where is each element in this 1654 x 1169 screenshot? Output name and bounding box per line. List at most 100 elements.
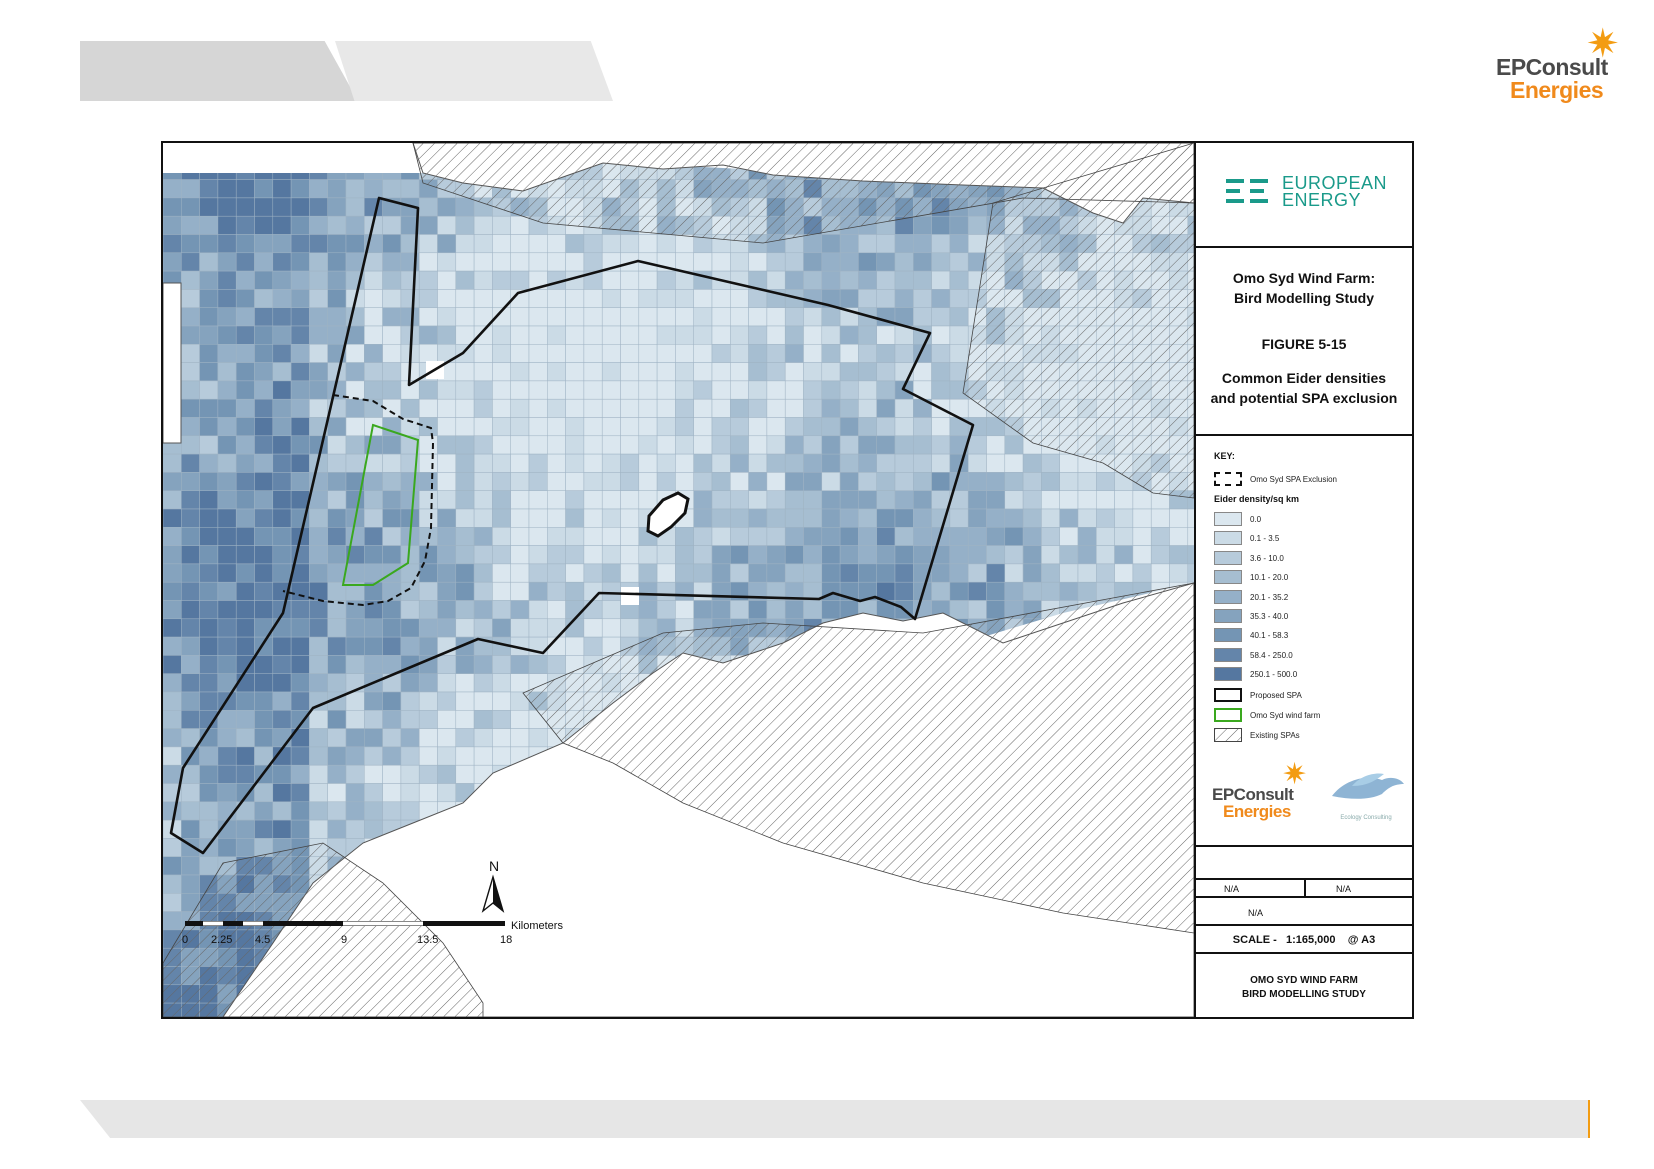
density-cell — [510, 362, 530, 382]
density-cell — [254, 655, 274, 674]
sun-star-icon: ✷ — [1282, 758, 1308, 791]
density-cell — [528, 508, 548, 528]
density-cell — [1096, 490, 1115, 510]
density-cell — [345, 234, 365, 254]
density-cell — [364, 508, 383, 528]
density-cell — [693, 380, 713, 400]
density-cell — [254, 398, 274, 418]
density-cell — [382, 764, 402, 784]
density-cell — [547, 362, 566, 382]
density-cell — [894, 581, 914, 601]
density-cell — [656, 289, 676, 308]
density-cell — [858, 270, 877, 290]
density-cell — [364, 325, 383, 345]
density-cell — [327, 801, 347, 821]
density-cell — [163, 252, 182, 272]
density-cell — [675, 289, 694, 308]
density-cell — [181, 344, 200, 363]
density-cell — [199, 563, 219, 583]
density-cell — [711, 527, 731, 546]
density-cell — [181, 472, 200, 491]
density-cell — [327, 508, 347, 528]
density-cell — [290, 362, 310, 382]
density-cell — [711, 307, 731, 327]
legend-panel: EUROPEAN ENERGY Omo Syd Wind Farm: Bird … — [1196, 143, 1412, 1017]
density-cell — [528, 234, 548, 254]
density-cell — [217, 783, 237, 803]
ee-text: EUROPEAN ENERGY — [1282, 174, 1387, 210]
density-cell — [583, 289, 603, 308]
info-row-1: N/A N/A — [1196, 880, 1412, 898]
density-cell — [510, 545, 530, 565]
density-cell — [199, 636, 219, 656]
density-cell — [163, 728, 182, 748]
density-cell — [400, 398, 420, 418]
density-cell — [711, 380, 731, 400]
density-cell — [748, 417, 768, 437]
density-cell — [327, 161, 347, 180]
density-cell — [327, 545, 347, 565]
density-cell — [364, 563, 383, 583]
density-cell — [565, 398, 585, 418]
density-cell — [949, 270, 969, 290]
density-cell — [400, 490, 420, 510]
density-cell — [620, 618, 640, 638]
scale-tick-5: 18 — [500, 934, 512, 946]
density-cell — [675, 563, 694, 583]
density-cell — [345, 527, 365, 546]
density-cell — [382, 783, 402, 803]
density-cell — [803, 435, 823, 455]
density-cell — [803, 270, 823, 290]
density-cell — [217, 655, 237, 674]
density-cell — [418, 252, 438, 272]
density-cell — [455, 307, 475, 327]
density-cell — [730, 417, 749, 437]
density-cell — [473, 508, 493, 528]
density-cell — [345, 636, 365, 656]
density-cell — [254, 600, 274, 620]
density-cell — [949, 289, 969, 308]
density-cell — [858, 289, 877, 308]
density-cell — [437, 417, 457, 437]
density-cell — [364, 636, 383, 656]
ee-line2: ENERGY — [1282, 190, 1362, 210]
density-cell — [272, 252, 292, 272]
density-cell — [418, 600, 438, 620]
density-cell — [235, 490, 255, 510]
density-cell — [1022, 527, 1042, 546]
density-cell — [839, 527, 859, 546]
density-cell — [986, 472, 1006, 491]
density-cell — [565, 453, 585, 473]
density-cell — [583, 325, 603, 345]
density-cell — [163, 764, 182, 784]
density-cell — [656, 325, 676, 345]
project-title: Omo Syd Wind Farm: Bird Modelling Study — [1196, 268, 1412, 308]
density-cell — [400, 161, 420, 180]
density-cell — [601, 362, 621, 382]
density-cell — [986, 527, 1006, 546]
density-cell — [364, 472, 383, 491]
density-cell — [967, 472, 987, 491]
density-cell — [784, 344, 804, 363]
density-cell — [437, 563, 457, 583]
density-cell — [345, 728, 365, 748]
density-cell — [528, 490, 548, 510]
density-cell — [309, 398, 328, 418]
density-cell — [693, 527, 713, 546]
spa-exclusion-outline — [282, 394, 435, 607]
density-cell — [272, 380, 292, 400]
scale-tick-1: 2.25 — [211, 934, 232, 946]
density-cell — [894, 527, 914, 546]
density-cell — [913, 270, 932, 290]
density-cell — [601, 527, 621, 546]
density-cell — [1187, 508, 1194, 528]
density-cell — [1004, 563, 1024, 583]
density-cell — [510, 398, 530, 418]
density-cell — [418, 453, 438, 473]
density-cell — [510, 581, 530, 601]
density-cell — [1041, 563, 1060, 583]
density-cell — [748, 435, 768, 455]
density-cell — [528, 362, 548, 382]
density-cell — [583, 398, 603, 418]
density-cell — [418, 673, 438, 693]
